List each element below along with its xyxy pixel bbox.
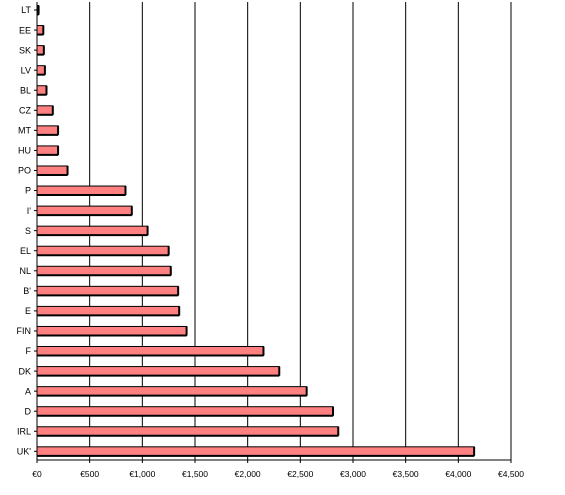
category-label: A bbox=[25, 386, 31, 396]
category-label: CZ bbox=[19, 106, 31, 116]
bars bbox=[36, 5, 476, 457]
bar bbox=[36, 426, 339, 437]
category-label: MT bbox=[18, 126, 31, 136]
category-label: SK bbox=[19, 45, 31, 55]
axes bbox=[34, 2, 512, 463]
x-tick-label: €0 bbox=[32, 469, 42, 479]
category-label: E bbox=[25, 306, 31, 316]
category-labels: LT EE SK LV BL CZ MT HU PO P I' S EL NL B' E FIN F DK AD IRL… bbox=[17, 5, 32, 456]
category-label: LV bbox=[21, 65, 31, 75]
x-tick-label: €2,000 bbox=[235, 469, 261, 479]
bar bbox=[36, 165, 69, 176]
category-label: FIN bbox=[17, 326, 32, 336]
bar bbox=[36, 85, 47, 96]
bar bbox=[36, 265, 172, 276]
category-label: F bbox=[26, 346, 32, 356]
x-tick-label: €3,500 bbox=[393, 469, 419, 479]
category-label: P bbox=[25, 186, 31, 196]
bar bbox=[36, 386, 308, 397]
category-label: PO bbox=[18, 166, 31, 176]
x-tick-label: €4,500 bbox=[498, 469, 524, 479]
bar bbox=[36, 45, 45, 56]
bar bbox=[36, 285, 179, 296]
category-label: BL bbox=[20, 85, 31, 95]
bar bbox=[36, 346, 264, 357]
x-tick-label: €500 bbox=[80, 469, 99, 479]
category-label: IRL bbox=[17, 426, 31, 436]
category-label: EL bbox=[20, 246, 31, 256]
category-label: B' bbox=[23, 286, 31, 296]
bar bbox=[36, 145, 59, 156]
bar bbox=[36, 225, 149, 236]
x-tick-label: €2,500 bbox=[287, 469, 313, 479]
x-tick-label: €1,500 bbox=[182, 469, 208, 479]
category-label: D bbox=[25, 406, 32, 416]
category-label: HU bbox=[18, 146, 31, 156]
category-label: EE bbox=[19, 25, 31, 35]
bar bbox=[36, 366, 280, 377]
tick-labels: €0 €500 €1,000 €1,500 €2,000 €2,500 €3,000 €3,5… bbox=[32, 469, 524, 479]
category-label: DK bbox=[18, 366, 31, 376]
bar bbox=[36, 205, 133, 216]
category-label: LT bbox=[21, 5, 31, 15]
bar bbox=[36, 125, 59, 136]
bar bbox=[36, 185, 126, 196]
category-label: NL bbox=[19, 266, 31, 276]
category-label: I' bbox=[27, 206, 32, 216]
bar bbox=[36, 245, 170, 256]
x-tick-label: €1,000 bbox=[129, 469, 155, 479]
x-tick-label: €4,000 bbox=[445, 469, 471, 479]
category-label: UK' bbox=[17, 447, 32, 457]
x-tick-label: €3,000 bbox=[340, 469, 366, 479]
bar bbox=[36, 305, 180, 316]
bar bbox=[36, 105, 54, 116]
bar bbox=[36, 446, 475, 457]
bar bbox=[36, 65, 46, 76]
bar bbox=[36, 325, 188, 336]
category-label: S bbox=[25, 226, 31, 236]
gridlines bbox=[89, 2, 512, 460]
bar bbox=[36, 406, 334, 417]
